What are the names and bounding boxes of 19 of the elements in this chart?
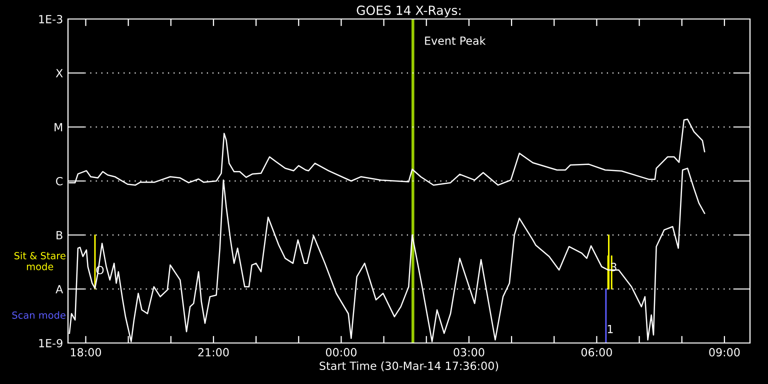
x-tick-label: 06:00 [581, 348, 612, 356]
y-tick-label: 1E-9 [39, 338, 62, 348]
chart-title: GOES 14 X-Rays: [356, 6, 460, 18]
y-tick-label: X [56, 69, 63, 78]
ref-line-label: Event Peak [425, 36, 486, 45]
x-axis-title: Start Time (30-Mar-14 17:36:00) [320, 361, 498, 372]
y-tick-label: C [56, 176, 63, 186]
x-tick-label: 09:00 [709, 348, 740, 356]
text: Scan mode [12, 311, 66, 319]
y-tick-label: 1E-3 [39, 14, 62, 24]
annotation: 1 [608, 324, 613, 334]
x-tick-label: 00:00 [326, 348, 356, 356]
y-tick-label: B [56, 231, 62, 240]
x-tick-label: 21:00 [198, 348, 229, 356]
x-tick-label: 18:00 [70, 348, 102, 356]
y-tick-label: M [54, 123, 62, 132]
y-tick-label: A [56, 285, 64, 294]
text: Sit & Stare mode [14, 252, 66, 270]
x-tick-label: 03:00 [454, 348, 484, 356]
